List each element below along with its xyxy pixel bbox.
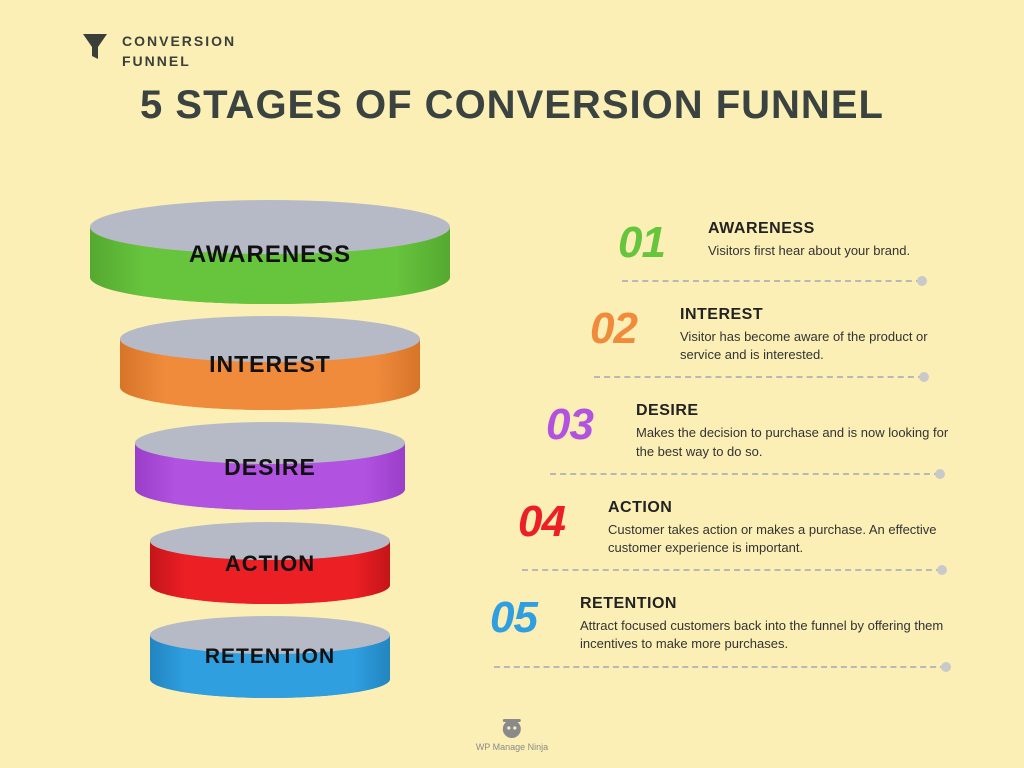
- stage-number-1: 01: [618, 218, 708, 268]
- divider-4: [522, 565, 942, 575]
- stage-number-5: 05: [490, 593, 580, 643]
- funnel-label-5: RETENTION: [150, 645, 390, 669]
- stage-desc-2: Visitor has become aware of the product …: [680, 328, 955, 364]
- detail-row-5: 05RETENTION Attract focused customers bac…: [490, 593, 990, 671]
- stage-desc-3: Makes the decision to purchase and is no…: [636, 424, 955, 460]
- divider-5: [494, 662, 946, 672]
- stage-text-5: RETENTION Attract focused customers back …: [580, 593, 955, 653]
- funnel-label-4: ACTION: [150, 551, 390, 577]
- footer-logo: WP Manage Ninja: [476, 715, 548, 752]
- detail-row-4: 04ACTION Customer takes action or makes a…: [490, 497, 990, 575]
- stage-desc-5: Attract focused customers back into the …: [580, 617, 955, 653]
- stage-details: 01AWARENESS Visitors first hear about you…: [490, 218, 990, 690]
- page-title: 5 STAGES OF CONVERSION FUNNEL: [0, 80, 1024, 130]
- header: CONVERSION FUNNEL: [82, 32, 236, 71]
- header-subtitle: CONVERSION FUNNEL: [122, 32, 236, 71]
- funnel-icon: [82, 32, 108, 67]
- stage-title-4: ACTION: [608, 499, 955, 517]
- funnel-label-2: INTEREST: [120, 351, 420, 378]
- stage-number-4: 04: [518, 497, 608, 547]
- detail-row-2: 02INTEREST Visitor has become aware of th…: [490, 304, 990, 382]
- stage-text-3: DESIRE Makes the decision to purchase and…: [636, 400, 955, 460]
- stage-title-5: RETENTION: [580, 595, 955, 613]
- stage-number-2: 02: [590, 304, 680, 354]
- header-line1: CONVERSION: [122, 32, 236, 52]
- stage-desc-4: Customer takes action or makes a purchas…: [608, 521, 955, 557]
- funnel-label-1: AWARENESS: [90, 241, 450, 269]
- funnel-diagram: AWARENESS INTEREST DESIRE ACTION RETENTION: [70, 200, 470, 720]
- detail-row-1: 01AWARENESS Visitors first hear about you…: [490, 218, 990, 286]
- stage-text-2: INTEREST Visitor has become aware of the …: [680, 304, 955, 364]
- stage-title-1: AWARENESS: [708, 220, 955, 238]
- header-line2: FUNNEL: [122, 52, 236, 72]
- stage-text-1: AWARENESS Visitors first hear about your …: [708, 218, 955, 260]
- stage-title-3: DESIRE: [636, 402, 955, 420]
- divider-2: [594, 372, 924, 382]
- stage-text-4: ACTION Customer takes action or makes a p…: [608, 497, 955, 557]
- divider-3: [550, 469, 940, 479]
- divider-1: [622, 276, 922, 286]
- funnel-label-3: DESIRE: [135, 454, 405, 481]
- stage-title-2: INTEREST: [680, 306, 955, 324]
- detail-row-3: 03DESIRE Makes the decision to purchase a…: [490, 400, 990, 478]
- stage-desc-1: Visitors first hear about your brand.: [708, 242, 955, 260]
- footer-text: WP Manage Ninja: [476, 742, 548, 752]
- stage-number-3: 03: [546, 400, 636, 450]
